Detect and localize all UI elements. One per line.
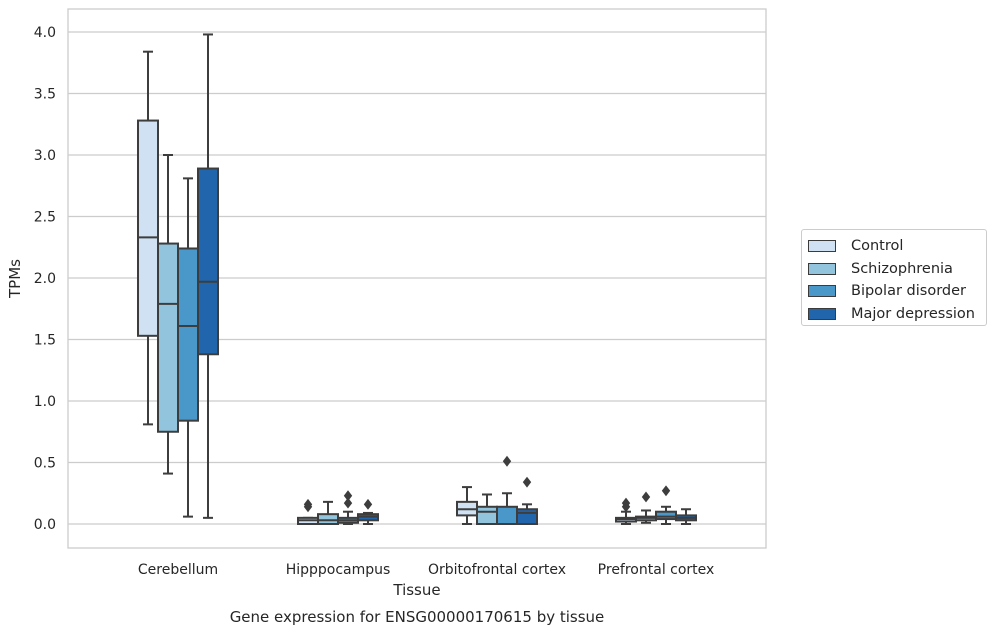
legend-label-major-depression: Major depression xyxy=(851,305,975,322)
x-tick-label: Prefrontal cortex xyxy=(598,562,715,578)
legend-swatch-bipolar-disorder xyxy=(808,285,836,298)
y-tick-label: 1.5 xyxy=(34,333,56,349)
box-body xyxy=(197,167,219,356)
chart-legend: Control Schizophrenia Bipolar disorder M… xyxy=(801,229,987,326)
outlier-point xyxy=(502,455,512,467)
y-axis-label: TPMs xyxy=(6,259,24,299)
box-1-2 xyxy=(337,490,359,525)
box-2-2 xyxy=(496,455,518,525)
y-tick-label: 0.0 xyxy=(34,517,56,533)
box-body xyxy=(655,510,677,521)
legend-item-bipolar-disorder: Bipolar disorder xyxy=(808,280,986,303)
box-0-2 xyxy=(177,177,199,518)
box-3-0 xyxy=(615,497,637,525)
y-tick-label: 4.0 xyxy=(34,25,56,41)
box-2-1 xyxy=(476,493,498,525)
outlier-point xyxy=(522,476,532,488)
box-3-1 xyxy=(635,491,657,524)
y-tick-label: 0.5 xyxy=(34,456,56,472)
box-2-0 xyxy=(456,486,478,525)
x-axis-label: Tissue xyxy=(392,581,440,599)
y-tick-label: 2.5 xyxy=(34,210,56,226)
box-body xyxy=(516,508,538,525)
box-0-0 xyxy=(137,50,159,426)
outlier-point xyxy=(641,491,651,503)
box-2-3 xyxy=(516,476,538,525)
y-tick-label: 3.5 xyxy=(34,87,56,103)
legend-item-schizophrenia: Schizophrenia xyxy=(808,258,986,281)
box-body xyxy=(157,242,179,433)
legend-swatch-control xyxy=(808,240,836,253)
legend-swatch-schizophrenia xyxy=(808,262,836,275)
x-tick-label: Orbitofrontal cortex xyxy=(428,562,566,578)
box-1-3 xyxy=(357,498,379,525)
outlier-point xyxy=(661,485,671,497)
plot-area-frame xyxy=(67,8,767,549)
x-tick-label: Cerebellum xyxy=(138,562,218,578)
legend-label-schizophrenia: Schizophrenia xyxy=(851,260,953,277)
box-0-1 xyxy=(157,154,179,475)
box-1-1 xyxy=(317,500,339,525)
box-body xyxy=(177,247,199,422)
outlier-point xyxy=(343,490,353,502)
box-body xyxy=(137,119,159,337)
legend-item-major-depression: Major depression xyxy=(808,303,986,326)
box-3-2 xyxy=(655,485,677,525)
x-tick-label: Hipppocampus xyxy=(286,562,391,578)
y-tick-label: 2.0 xyxy=(34,271,56,287)
legend-label-bipolar-disorder: Bipolar disorder xyxy=(851,283,966,300)
outlier-point xyxy=(363,498,373,510)
legend-label-control: Control xyxy=(851,238,904,255)
y-tick-label: 1.0 xyxy=(34,394,56,410)
box-1-0 xyxy=(297,498,319,525)
legend-swatch-major-depression xyxy=(808,307,836,320)
outlier-point xyxy=(303,498,313,510)
outlier-point xyxy=(343,497,353,509)
y-tick-label: 3.0 xyxy=(34,148,56,164)
box-body xyxy=(476,505,498,525)
x-tick-labels: Cerebellum Hipppocampus Orbitofrontal cort… xyxy=(138,562,714,578)
y-tick-labels: 0.0 0.5 1.0 1.5 2.0 2.5 3.0 3.5 4.0 xyxy=(34,25,56,533)
legend-item-control: Control xyxy=(808,235,986,258)
box-3-3 xyxy=(675,508,697,525)
box-0-3 xyxy=(197,33,219,519)
outlier-point xyxy=(621,497,631,509)
box-body xyxy=(496,505,518,525)
chart-caption: Gene expression for ENSG00000170615 by t… xyxy=(230,608,605,626)
box-groups xyxy=(137,33,697,525)
box-body xyxy=(317,513,339,525)
